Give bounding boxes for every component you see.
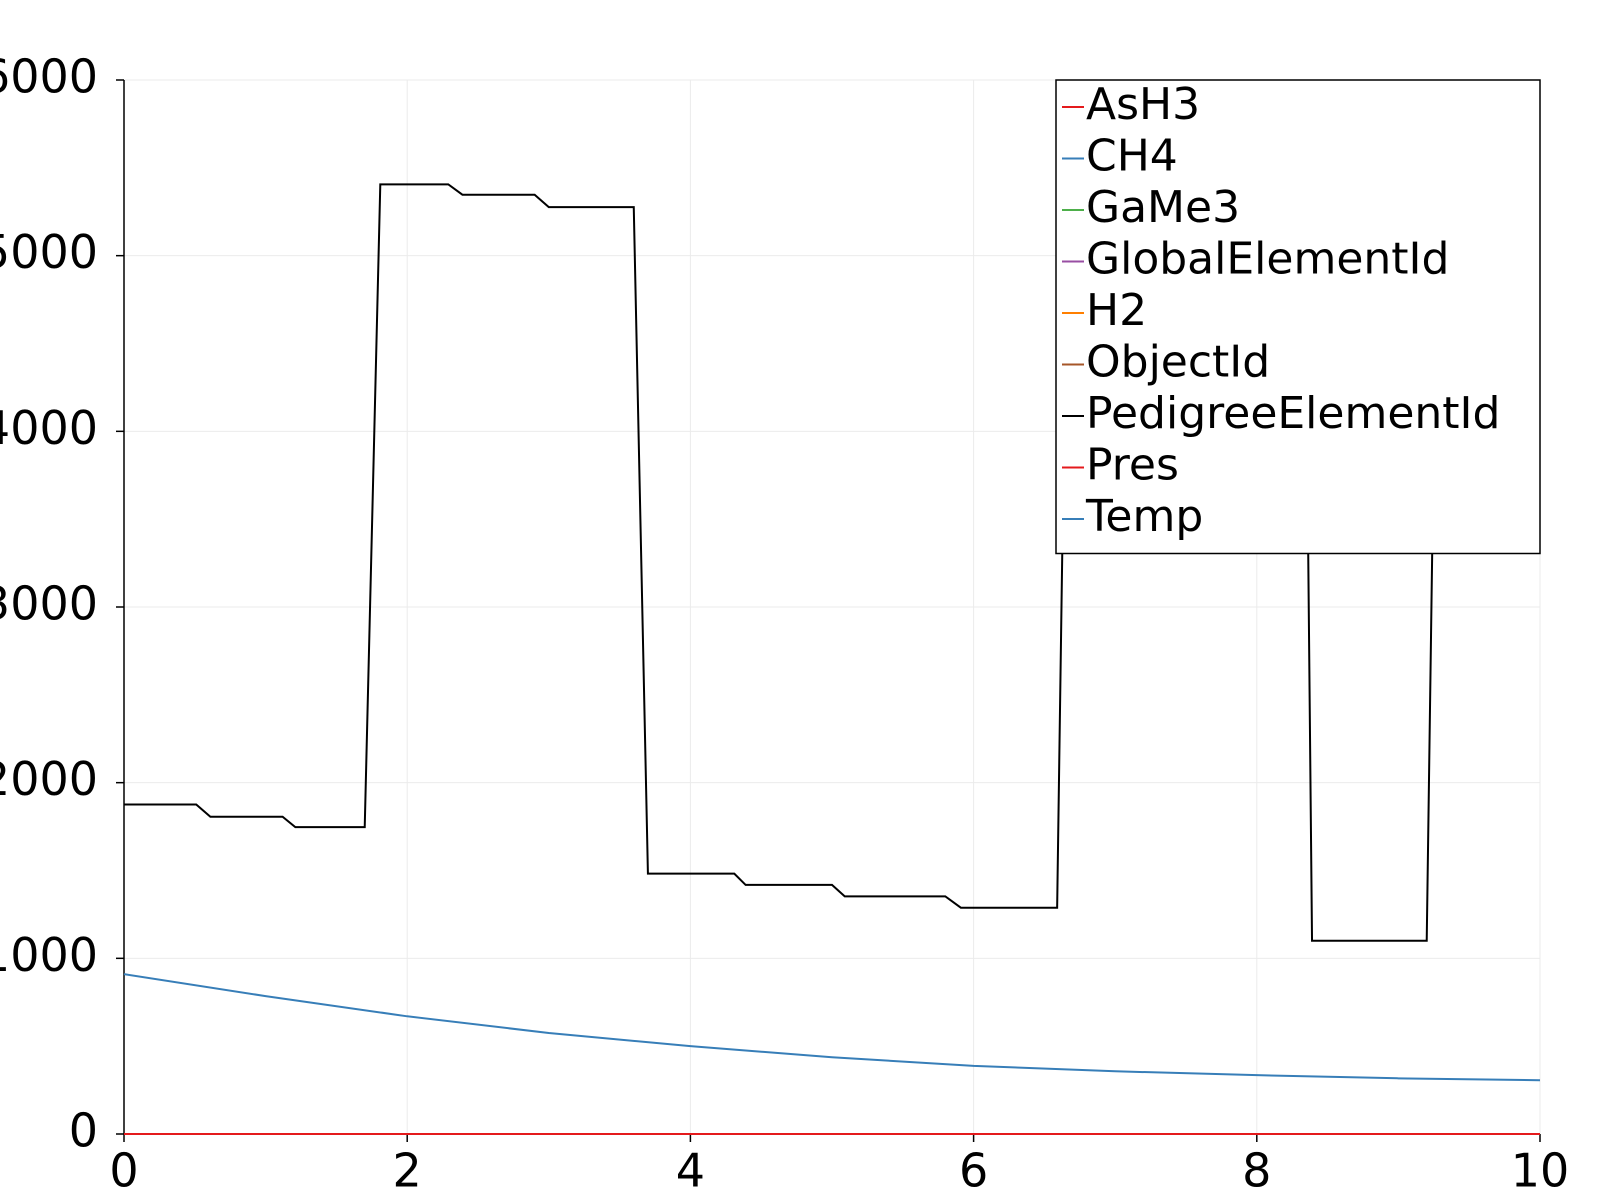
- legend-label: AsH3: [1086, 79, 1200, 130]
- legend-label: ObjectId: [1086, 337, 1270, 388]
- x-tick-label: 0: [109, 1144, 138, 1198]
- series-line: [123, 973, 1541, 1082]
- x-tick-label: 4: [676, 1144, 705, 1198]
- x-tick-label: 10: [1511, 1144, 1570, 1198]
- x-tick-label: 2: [393, 1144, 422, 1198]
- x-tick-label: 8: [1242, 1144, 1271, 1198]
- x-tick-label: 6: [959, 1144, 988, 1198]
- y-tick-label: 2000: [0, 752, 98, 806]
- legend-label: CH4: [1086, 131, 1178, 182]
- legend-label: Pres: [1086, 440, 1179, 491]
- legend-label: Temp: [1085, 491, 1203, 542]
- y-tick-label: 6000: [0, 50, 98, 104]
- legend-label: GaMe3: [1086, 182, 1240, 233]
- y-tick-label: 0: [69, 1104, 98, 1158]
- y-tick-label: 1000: [0, 928, 98, 982]
- y-tick-label: 5000: [0, 225, 98, 279]
- legend: AsH3CH4GaMe3GlobalElementIdH2ObjectIdPed…: [1055, 79, 1541, 555]
- legend-label: GlobalElementId: [1086, 234, 1449, 285]
- legend-label: PedigreeElementId: [1086, 388, 1500, 439]
- y-tick-label: 3000: [0, 577, 98, 631]
- y-tick-label: 4000: [0, 401, 98, 455]
- legend-label: H2: [1086, 285, 1147, 336]
- legend-box: [1055, 79, 1541, 555]
